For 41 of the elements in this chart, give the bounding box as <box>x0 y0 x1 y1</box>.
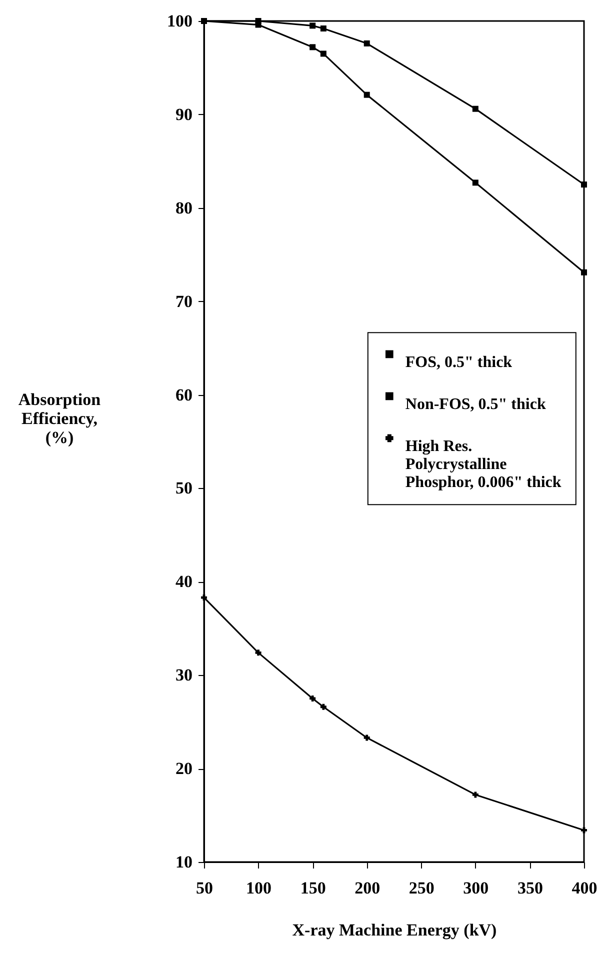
point <box>472 792 478 798</box>
y-tick-label: 10 <box>176 852 192 872</box>
point <box>201 594 207 601</box>
legend-label: FOS, 0.5" thick <box>405 354 512 372</box>
point <box>364 734 370 741</box>
legend-label: High Res. Polycrystalline Phosphor, 0.006" thick <box>405 438 562 492</box>
point <box>472 106 478 112</box>
y-axis-title: Absorption Efficiency, (%) <box>18 390 102 447</box>
point <box>472 180 478 186</box>
y-tick-label: 20 <box>176 759 192 778</box>
y-tick-label: 60 <box>176 385 192 404</box>
point <box>255 22 262 28</box>
y-tick-label: 30 <box>176 666 192 685</box>
point <box>364 92 370 98</box>
point <box>310 44 316 50</box>
y-tick-label: 80 <box>176 198 192 218</box>
point <box>255 650 262 656</box>
y-tick-label: 50 <box>176 478 192 498</box>
y-tick-label: 40 <box>176 572 192 592</box>
x-tick-label: 50 <box>196 878 213 898</box>
x-tick-label: 200 <box>354 878 380 898</box>
y-tick-label: 90 <box>176 104 192 124</box>
y-tick-label: 100 <box>167 12 192 30</box>
point <box>581 182 587 188</box>
point <box>581 269 587 276</box>
point <box>320 25 326 32</box>
x-tick-label: 150 <box>300 878 326 898</box>
x-tick-label: 400 <box>572 878 598 898</box>
y-tick-label: 70 <box>176 292 192 311</box>
x-tick-label: 100 <box>246 878 272 898</box>
point <box>320 704 326 710</box>
point <box>581 827 587 834</box>
point <box>320 50 326 57</box>
x-tick-label: 350 <box>517 878 543 898</box>
x-tick-label: 250 <box>408 878 434 898</box>
x-tick-label: 300 <box>463 878 489 898</box>
legend-label: Non-FOS, 0.5" thick <box>405 396 546 414</box>
point <box>364 40 370 46</box>
x-axis-title: X-ray Machine Energy (kV) <box>292 920 497 940</box>
point <box>310 695 316 702</box>
point <box>310 22 316 29</box>
